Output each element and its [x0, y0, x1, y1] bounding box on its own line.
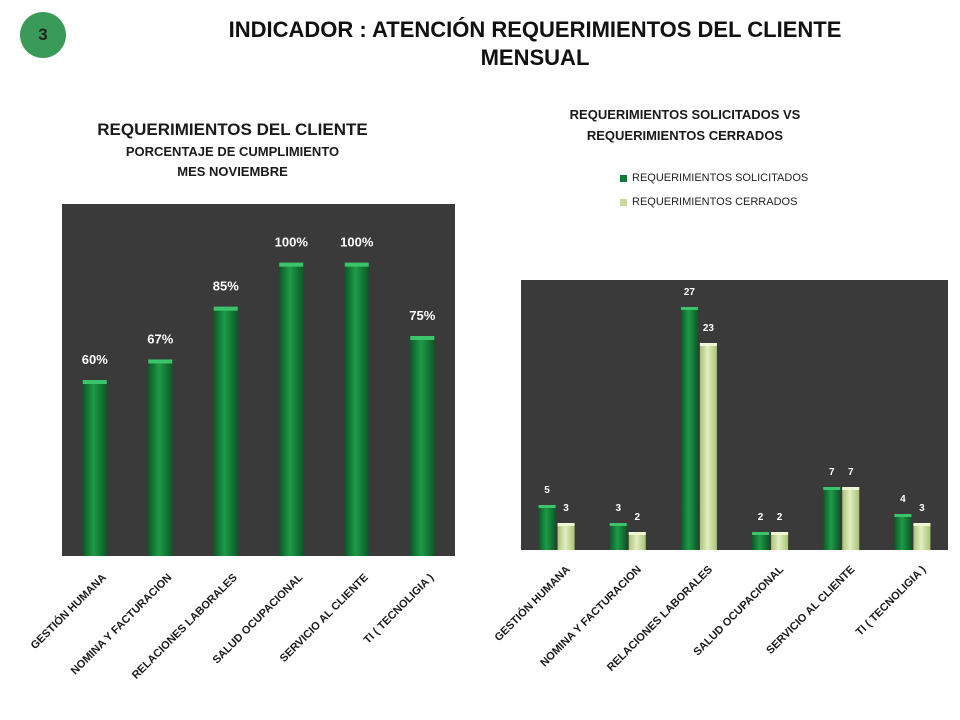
- chart2-bar-top: [913, 523, 931, 526]
- chart2-data-label: 7: [848, 467, 854, 478]
- chart2-bar-cerrados: [699, 343, 717, 550]
- chart2-bar-top: [894, 514, 912, 517]
- chart2-bar-top: [771, 532, 789, 535]
- chart1-subtitle-2: MES NOVIEMBRE: [177, 164, 288, 179]
- chart2-data-label: 4: [900, 494, 906, 505]
- chart2-category-label-gestion-humana: GESTIÓN HUMANA: [492, 563, 573, 644]
- chart2-title-line1: REQUERIMIENTOS SOLICITADOS VS: [569, 107, 801, 122]
- chart2-data-label: 2: [758, 512, 764, 523]
- chart1-bar-top: [344, 262, 369, 267]
- chart2-title-line2: REQUERIMIENTOS CERRADOS: [586, 128, 784, 143]
- chart2-bar-solicitados: [752, 532, 770, 550]
- chart2-data-label: 3: [615, 503, 621, 514]
- chart2-title-block: REQUERIMIENTOS SOLICITADOS VS REQUERIMIE…: [515, 104, 855, 146]
- chart2-legend: REQUERIMIENTOS SOLICITADOS REQUERIMIENTO…: [620, 166, 808, 214]
- chart2-bar-cerrados: [771, 532, 789, 550]
- legend-label-solicitados: REQUERIMIENTOS SOLICITADOS: [632, 172, 809, 184]
- chart1-bar: [213, 306, 238, 556]
- chart1-bar: [82, 380, 107, 556]
- page-title: INDICADOR : ATENCIÓN REQUERIMIENTOS DEL …: [130, 16, 940, 72]
- chart1-title-block: REQUERIMIENTOS DEL CLIENTE PORCENTAJE DE…: [60, 118, 405, 182]
- chart2-bar-top: [680, 307, 698, 310]
- chart2-bar-top: [609, 523, 627, 526]
- chart1-data-label: 85%: [213, 279, 239, 294]
- chart1-bar-top: [148, 359, 173, 364]
- chart2-data-label: 2: [634, 512, 640, 523]
- chart2-bar-cerrados: [628, 532, 646, 550]
- indicator-number-badge: 3: [20, 12, 66, 58]
- chart1-data-label: 100%: [340, 235, 374, 250]
- chart2-bar-top: [699, 343, 717, 346]
- chart1-bar-top: [279, 262, 304, 267]
- chart2-bar-top: [628, 532, 646, 535]
- chart1-data-label: 67%: [147, 331, 173, 346]
- chart1-bar: [344, 262, 369, 556]
- legend-swatch-cerrados: [620, 198, 627, 206]
- chart1-bar: [410, 336, 435, 556]
- chart1-data-label: 100%: [275, 235, 309, 250]
- chart1-subtitle-1: PORCENTAJE DE CUMPLIMIENTO: [125, 144, 340, 159]
- legend-swatch-solicitados: [620, 174, 627, 182]
- chart2-bar-solicitados: [609, 523, 627, 550]
- chart2-data-label: 3: [919, 503, 925, 514]
- chart2-bar-cerrados: [557, 523, 575, 550]
- chart2-data-label: 27: [684, 287, 696, 298]
- legend-label-cerrados: REQUERIMIENTOS CERRADOS: [632, 196, 798, 208]
- chart2-bar-top: [842, 487, 860, 490]
- chart2-data-label: 3: [563, 503, 569, 514]
- chart1-plot-area: [62, 204, 455, 556]
- chart1-bar: [148, 359, 173, 556]
- legend-item-solicitados: REQUERIMIENTOS SOLICITADOS: [620, 166, 808, 190]
- chart2-bar-cerrados: [913, 523, 931, 550]
- chart2-bar-top: [752, 532, 770, 535]
- chart1-title: REQUERIMIENTOS DEL CLIENTE: [97, 120, 368, 139]
- chart1-category-label-ti-tecnoligia: TI ( TECNOLIGIA ): [362, 571, 437, 646]
- chart2-bar-solicitados: [894, 514, 912, 550]
- chart2-plot-area: [521, 280, 948, 550]
- legend-item-cerrados: REQUERIMIENTOS CERRADOS: [620, 190, 808, 214]
- chart2-data-label: 23: [703, 323, 715, 334]
- chart2-bar-solicitados: [538, 505, 556, 550]
- chart2-data-label: 5: [544, 485, 550, 496]
- chart2-bar-top: [823, 487, 841, 490]
- chart1-bar-top: [410, 336, 435, 340]
- chart2-category-label-ti-tecnoligia: TI ( TECNOLIGIA ): [854, 563, 929, 638]
- chart2-data-label: 7: [829, 467, 835, 478]
- chart1-data-label: 60%: [82, 352, 108, 367]
- chart1-category-label-relaciones-laborales: RELACIONES LABORALES: [130, 572, 240, 682]
- chart2-bar-cerrados: [842, 487, 860, 550]
- chart2-bar-solicitados: [680, 307, 698, 550]
- chart1-bar-top: [82, 380, 107, 384]
- chart2-data-label: 2: [777, 512, 783, 523]
- chart2-bar-top: [557, 523, 575, 526]
- chart1-data-label: 75%: [409, 308, 435, 323]
- chart2-bar-solicitados: [823, 487, 841, 550]
- chart2-bar-top: [538, 505, 556, 508]
- page-title-line2: MENSUAL: [480, 45, 590, 70]
- chart1-bar-top: [213, 306, 238, 311]
- chart1-bar: [279, 262, 304, 556]
- page-title-line1: INDICADOR : ATENCIÓN REQUERIMIENTOS DEL …: [228, 17, 842, 42]
